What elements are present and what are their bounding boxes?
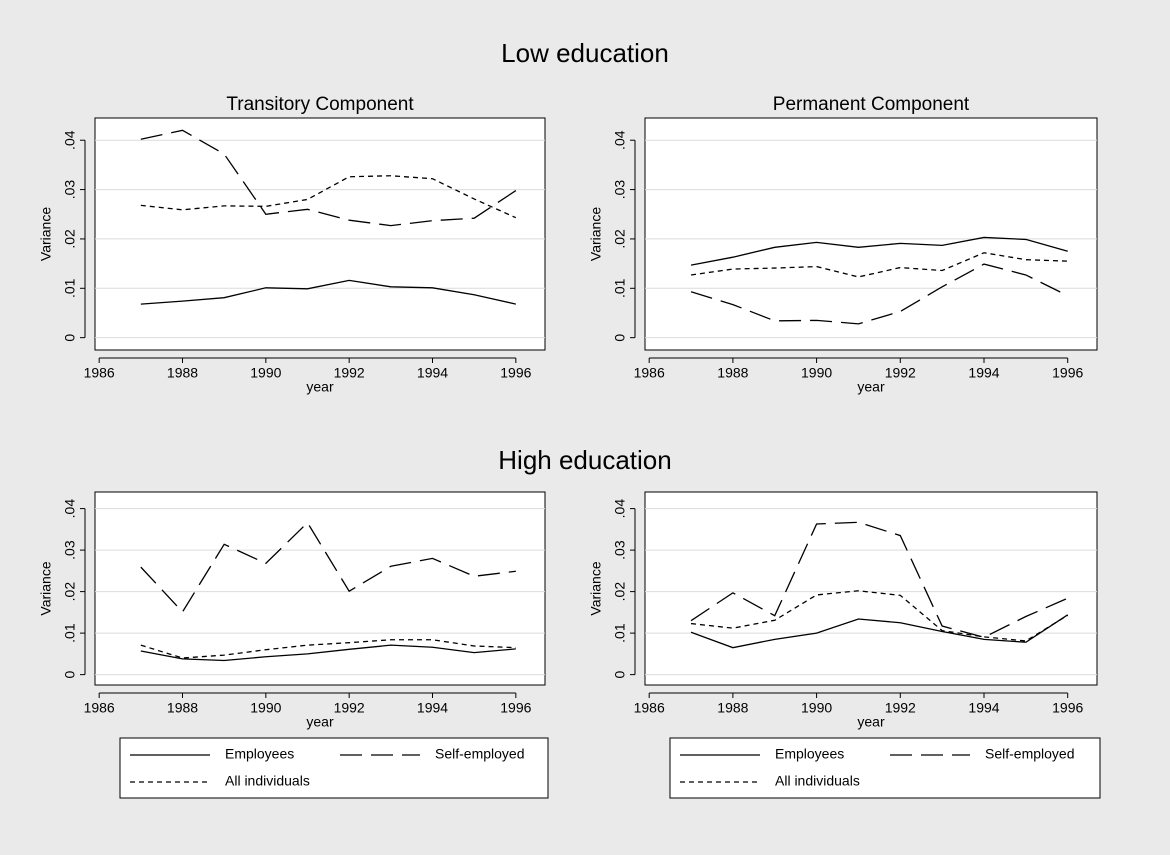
- x-tick-label: 1996: [1052, 365, 1083, 381]
- x-tick-label: 1992: [334, 365, 365, 381]
- y-tick-label: .03: [62, 540, 78, 560]
- y-tick-label: 0: [62, 334, 78, 342]
- series-line: [690, 614, 1069, 649]
- y-axis-label: Variance: [588, 207, 604, 261]
- x-tick-label: 1996: [500, 365, 531, 381]
- y-tick-label: .02: [612, 582, 628, 602]
- y-tick-label: .01: [62, 278, 78, 298]
- y-tick-label: 0: [612, 671, 628, 679]
- series-line: [140, 521, 516, 614]
- series-line: [690, 252, 1068, 278]
- x-axis-label: year: [857, 379, 885, 395]
- x-tick-label: 1988: [167, 365, 198, 381]
- legend-label: Employees: [225, 746, 294, 762]
- x-tick-label: 1992: [334, 700, 365, 716]
- series-line: [690, 263, 1068, 325]
- y-tick-label: .04: [612, 499, 628, 519]
- x-tick-label: 1990: [250, 365, 281, 381]
- legend-label: Self-employed: [985, 746, 1075, 762]
- plot-area: [94, 117, 546, 351]
- y-tick-label: .03: [612, 540, 628, 560]
- section-title: Low education: [501, 38, 669, 68]
- series-line: [140, 175, 517, 219]
- y-axis-label: Variance: [588, 561, 604, 615]
- x-tick-label: 1990: [801, 700, 832, 716]
- y-tick-label: .03: [62, 180, 78, 200]
- legend-label: All individuals: [225, 773, 310, 789]
- x-tick-label: 1986: [84, 365, 115, 381]
- y-tick-label: .02: [62, 582, 78, 602]
- series-line: [690, 590, 1069, 642]
- x-tick-label: 1986: [634, 700, 665, 716]
- y-tick-label: .04: [62, 499, 78, 519]
- legend-label: Employees: [775, 746, 844, 762]
- panel-title: Transitory Component: [226, 94, 414, 115]
- panel-title: Permanent Component: [773, 94, 970, 115]
- x-tick-label: 1988: [717, 365, 748, 381]
- y-tick-label: .02: [612, 229, 628, 249]
- legend-label: Self-employed: [435, 746, 525, 762]
- x-tick-label: 1994: [417, 700, 448, 716]
- series-line: [690, 521, 1068, 638]
- legend-box: [669, 737, 1101, 799]
- x-tick-label: 1990: [250, 700, 281, 716]
- x-tick-label: 1988: [717, 700, 748, 716]
- x-tick-label: 1994: [968, 700, 999, 716]
- x-tick-label: 1988: [167, 700, 198, 716]
- series-line: [140, 644, 516, 662]
- x-tick-label: 1996: [1052, 700, 1083, 716]
- x-tick-label: 1992: [885, 365, 916, 381]
- y-tick-label: .04: [612, 130, 628, 150]
- section-title: High education: [498, 445, 671, 475]
- x-axis-label: year: [857, 714, 885, 730]
- y-tick-label: .01: [612, 278, 628, 298]
- plot-area: [644, 491, 1098, 686]
- series-line: [140, 129, 517, 227]
- x-tick-label: 1994: [968, 365, 999, 381]
- y-axis-label: Variance: [38, 207, 54, 261]
- plot-area: [94, 491, 546, 686]
- y-tick-label: .01: [612, 623, 628, 643]
- plot-area: [644, 117, 1098, 351]
- x-axis-label: year: [306, 714, 334, 730]
- legend-label: All individuals: [775, 773, 860, 789]
- x-tick-label: 1996: [500, 700, 531, 716]
- y-tick-label: .01: [62, 623, 78, 643]
- x-tick-label: 1986: [84, 700, 115, 716]
- legend-box: [119, 737, 549, 799]
- x-tick-label: 1990: [801, 365, 832, 381]
- x-tick-label: 1986: [634, 365, 665, 381]
- x-tick-label: 1994: [417, 365, 448, 381]
- y-tick-label: .03: [612, 180, 628, 200]
- x-tick-label: 1992: [885, 700, 916, 716]
- series-line: [690, 236, 1068, 266]
- y-tick-label: 0: [612, 334, 628, 342]
- y-tick-label: .04: [62, 130, 78, 150]
- y-axis-label: Variance: [38, 561, 54, 615]
- y-tick-label: 0: [62, 671, 78, 679]
- x-axis-label: year: [306, 379, 334, 395]
- series-line: [140, 639, 516, 659]
- y-tick-label: .02: [62, 229, 78, 249]
- series-line: [140, 279, 516, 305]
